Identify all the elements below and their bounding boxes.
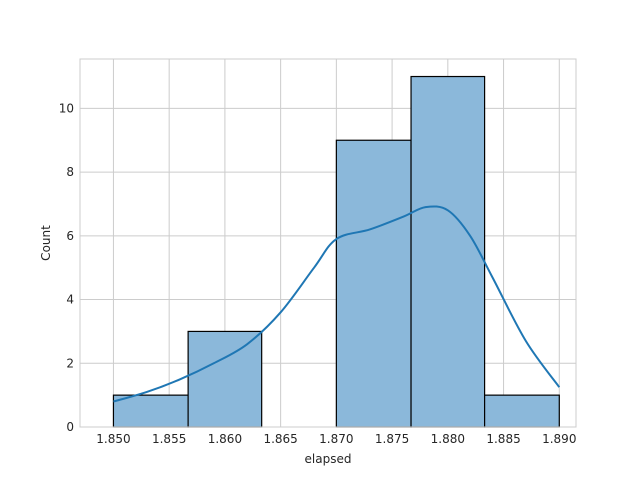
histogram-bar <box>187 330 263 428</box>
y-tick-label: 2 <box>66 356 74 370</box>
x-tick-label: 1.855 <box>152 432 186 446</box>
y-tick-label: 6 <box>66 229 74 243</box>
histogram-bar <box>484 394 560 428</box>
y-tick-label: 8 <box>66 165 74 179</box>
y-tick-labels: 0 2 4 6 8 10 <box>59 101 74 434</box>
x-tick-label: 1.890 <box>542 432 576 446</box>
kde-curve <box>113 205 561 403</box>
x-tick-label: 1.870 <box>319 432 353 446</box>
x-tick-label: 1.885 <box>486 432 520 446</box>
plot-frame <box>79 58 577 428</box>
histogram-bars <box>112 75 560 428</box>
x-tick-label: 1.850 <box>96 432 130 446</box>
histogram-bar <box>112 394 189 428</box>
y-tick-label: 10 <box>59 101 74 115</box>
y-tick-label: 0 <box>66 420 74 434</box>
y-tick-label: 4 <box>66 293 74 307</box>
y-axis-label: Count <box>39 225 53 261</box>
x-tick-label: 1.875 <box>375 432 409 446</box>
x-tick-label: 1.880 <box>431 432 465 446</box>
x-axis-label: elapsed <box>305 452 352 466</box>
x-tick-label: 1.865 <box>263 432 297 446</box>
histogram-bar <box>335 139 412 428</box>
x-tick-label: 1.860 <box>208 432 242 446</box>
x-tick-labels: 1.850 1.855 1.860 1.865 1.870 1.875 1.880 1.885… <box>96 432 576 446</box>
histogram-bar <box>410 75 486 428</box>
